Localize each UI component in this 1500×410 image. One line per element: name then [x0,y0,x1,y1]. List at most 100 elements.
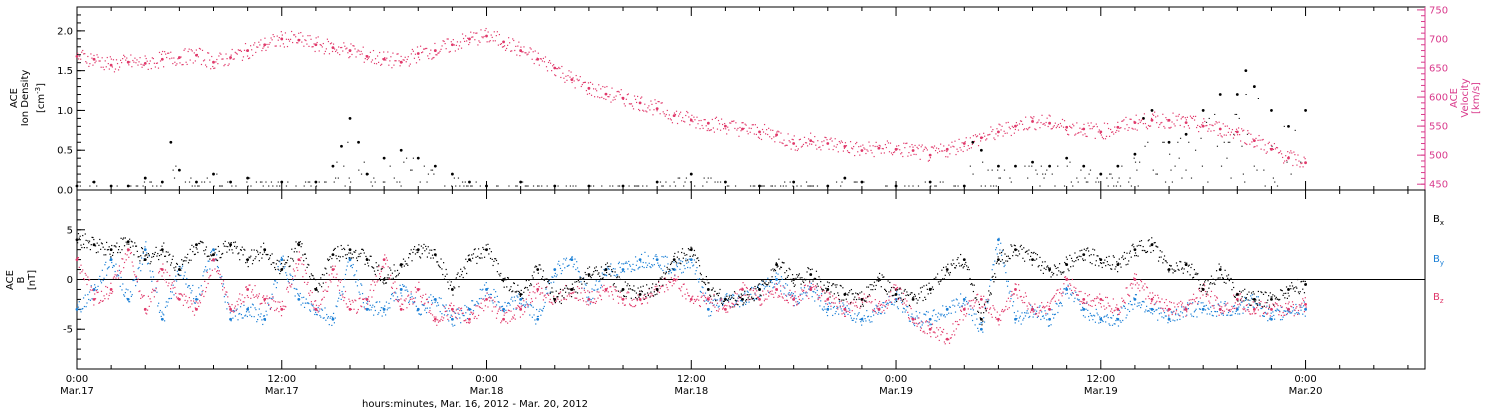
density-point [206,177,208,179]
by-point [768,291,770,293]
by-point [434,301,436,304]
by-point [756,298,758,300]
by-point [1093,315,1096,317]
bz-point [916,325,918,327]
bz-point [460,308,462,310]
bz-point [611,290,613,293]
density-point [538,185,540,187]
density-point [522,181,524,183]
density-point [1070,181,1072,183]
velocity-point [1237,127,1240,129]
velocity-point [806,145,809,147]
bz-point [122,258,124,260]
bz-point [176,298,179,300]
velocity-point [1220,135,1222,137]
velocity-point [1094,137,1096,139]
by-point [572,266,574,268]
by-point [414,297,417,299]
density-point [840,185,842,187]
by-point [534,319,536,321]
bz-point [152,290,155,292]
velocity-point [557,68,559,70]
by-point [530,305,533,307]
by-point [146,252,148,254]
velocity-point [566,79,568,81]
bz-point [424,302,426,304]
velocity-point [341,46,343,49]
velocity-point [490,34,492,36]
by-point [322,317,324,319]
by-point [195,295,197,298]
by-point [588,296,590,298]
velocity-point [109,56,111,58]
velocity-point [880,152,882,154]
bz-point [272,296,274,298]
by-point [229,317,232,321]
density-tick-label: 0.5 [57,146,73,157]
velocity-point [711,118,713,121]
velocity-point [118,66,121,68]
velocity-point [681,120,683,122]
by-point [298,295,301,297]
bz-point [483,300,486,302]
bz-point [161,275,163,277]
bz-point [821,290,824,293]
velocity-point [281,34,283,36]
velocity-point [188,48,190,50]
bz-point [298,251,301,253]
bz-point [731,302,733,304]
bz-point [197,302,199,304]
density-point [1162,141,1164,143]
velocity-point [621,96,623,99]
by-point [484,295,487,297]
bz-point [442,319,444,322]
velocity-point [743,127,745,130]
bz-point [382,265,384,268]
velocity-point [1088,125,1090,127]
bz-point [226,291,228,293]
velocity-point [535,59,537,61]
bz-point [674,274,676,276]
by-point [428,296,430,298]
density-point [1229,141,1231,143]
by-point [1020,323,1022,325]
bz-point [557,298,559,300]
velocity-point [235,52,237,54]
bz-point [86,283,88,286]
bz-point [317,311,319,313]
by-point [202,275,204,277]
bz-point [530,298,533,300]
by-point [646,264,649,266]
by-point [1288,310,1290,313]
by-point [774,283,776,285]
velocity-point [824,136,826,138]
by-point [467,307,469,309]
by-point [971,314,973,317]
bz-point [792,305,795,307]
bz-point [115,277,117,279]
density-point [754,185,756,187]
bz-point [745,286,748,289]
by-point [1267,320,1269,322]
bz-point [233,307,236,309]
density-point [1223,141,1225,143]
by-point [350,265,352,267]
bz-point [500,322,502,324]
velocity-point [285,38,288,40]
by-point [772,287,774,289]
bz-point [321,299,323,301]
velocity-point [298,32,300,34]
by-point [320,316,322,318]
velocity-point [1027,129,1029,131]
by-point [960,293,962,295]
by-point [358,291,360,293]
by-point [447,313,449,316]
by-point [767,277,769,279]
by-point [1161,316,1163,318]
by-point [738,294,740,296]
bz-point [942,328,945,331]
by-point [1142,300,1144,303]
by-point [1104,315,1106,317]
bz-point [897,298,899,301]
velocity-point [997,135,999,137]
